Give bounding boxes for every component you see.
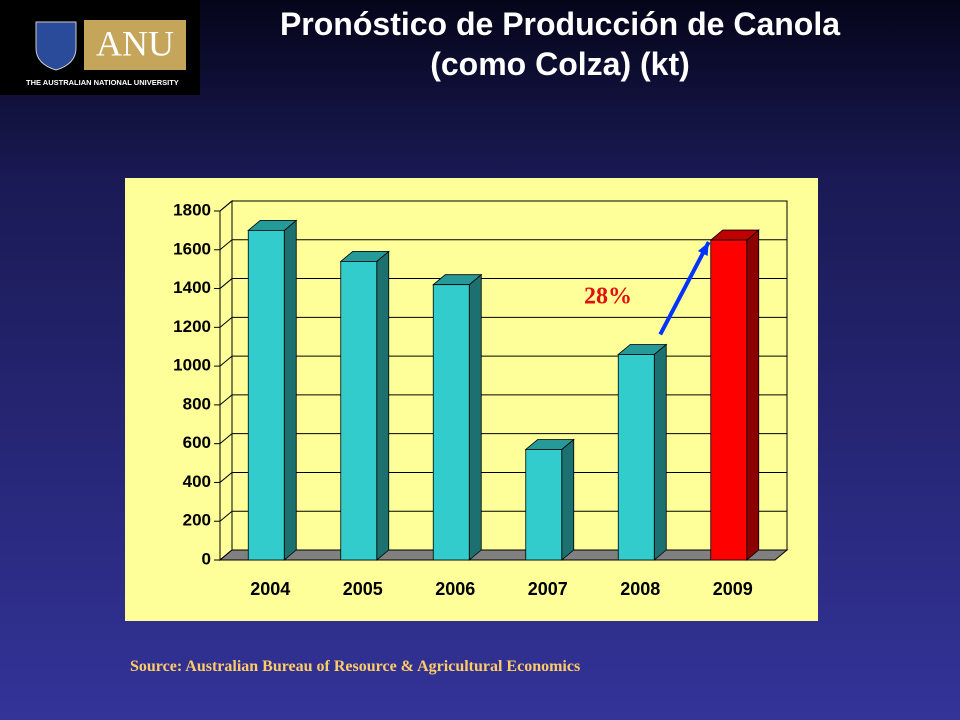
y-tick-label: 200 [183,511,211,530]
x-tick-label: 2006 [435,579,475,599]
grid-line [219,200,787,212]
bar [432,284,470,561]
bar-top [339,251,390,262]
bar-top [709,229,760,241]
grid-line [219,549,787,561]
grid-line [219,355,787,367]
y-tick-label: 1200 [173,317,211,336]
grid-line [219,394,787,406]
grid-line [219,433,787,445]
bar [525,449,563,561]
y-tick-label: 400 [183,472,211,491]
bar-side [468,273,482,561]
bar-top [432,274,483,286]
floor [218,549,789,561]
side-wall [219,199,233,562]
grid-line [219,316,787,328]
bar-side [561,438,575,561]
crest [35,21,77,71]
logo-box [84,20,186,70]
bar-top [524,439,575,450]
arrow-line [658,241,711,336]
x-tick-label: 2009 [713,579,753,599]
y-tick-label: 800 [183,394,211,413]
grid-line [219,278,787,289]
y-tick-label: 600 [183,433,211,452]
x-tick-label: 2005 [343,579,383,599]
logo-name: THE AUSTRALIAN NATIONAL UNIVERSITY [26,78,179,87]
back-wall [231,200,788,551]
bar-top [247,219,298,231]
logo-mark: ANU [96,23,174,63]
grid-line [219,239,787,251]
source: Source: Australian Bureau of Resource & … [130,658,581,675]
y-tick-label: 0 [202,549,211,568]
y-tick-label: 1400 [173,278,211,297]
title: Pronóstico de Producción de Canola (como… [279,6,841,82]
bar-side [746,229,760,561]
bar [247,229,285,561]
arrow-head [697,242,709,257]
bar [340,261,378,561]
bar [617,354,655,561]
annotation: 28% [584,284,632,310]
bar-side [653,343,667,561]
y-tick-label: 1800 [173,200,211,219]
y-tick-label: 1000 [173,356,211,375]
bar [710,239,748,561]
grid-line [219,471,787,483]
logo: ANU THE AUSTRALIAN NATIONAL UNIVERSITY [0,0,200,95]
x-tick-label: 2004 [250,579,290,599]
x-tick-label: 2007 [528,579,568,599]
y-tick-label: 1600 [173,239,211,258]
x-tick-label: 2008 [620,579,660,599]
grid-line [219,510,787,522]
chart-area [125,178,818,621]
bar-top [617,344,668,355]
bar-side [283,219,297,561]
bar-side [376,250,390,561]
